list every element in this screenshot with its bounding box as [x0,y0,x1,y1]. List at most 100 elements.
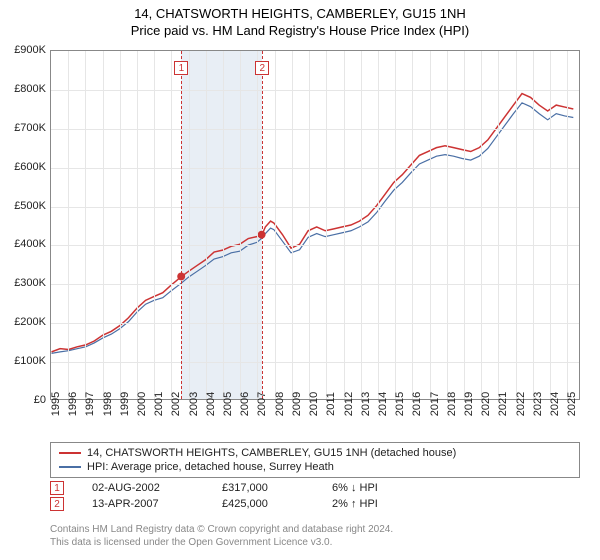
legend-label: HPI: Average price, detached house, Surr… [87,461,334,473]
y-tick-label: £0 [34,394,46,406]
attribution: Contains HM Land Registry data © Crown c… [50,524,580,549]
x-tick-label: 2022 [515,392,527,416]
x-tick-label: 2015 [394,392,406,416]
legend-swatch [59,452,81,454]
x-tick-label: 2009 [291,392,303,416]
x-gridline [171,51,172,399]
x-gridline [154,51,155,399]
x-tick-label: 1996 [67,392,79,416]
x-tick-label: 2000 [136,392,148,416]
x-gridline [481,51,482,399]
x-tick-label: 1999 [119,392,131,416]
y-tick-label: £200K [14,316,46,328]
legend-item: HPI: Average price, detached house, Surr… [59,460,571,474]
y-tick-label: £100K [14,355,46,367]
sale-marker-label: 1 [174,61,188,75]
x-gridline [567,51,568,399]
x-tick-label: 2002 [170,392,182,416]
x-tick-label: 2017 [429,392,441,416]
sale-price: £425,000 [222,498,322,510]
x-tick-label: 2019 [463,392,475,416]
chart-container: 14, CHATSWORTH HEIGHTS, CAMBERLEY, GU15 … [0,0,600,560]
x-tick-label: 2023 [532,392,544,416]
x-gridline [344,51,345,399]
sale-marker-label: 2 [255,61,269,75]
series-red [52,94,574,352]
y-tick-label: £900K [14,44,46,56]
sale-price: £317,000 [222,482,322,494]
sale-num-badge: 1 [50,481,64,495]
y-gridline [51,284,579,285]
y-tick-label: £500K [14,200,46,212]
x-gridline [189,51,190,399]
attribution-line: Contains HM Land Registry data © Crown c… [50,524,580,537]
y-gridline [51,245,579,246]
legend-item: 14, CHATSWORTH HEIGHTS, CAMBERLEY, GU15 … [59,446,571,460]
x-tick-label: 2018 [446,392,458,416]
x-tick-label: 2012 [343,392,355,416]
sales-table: 1 02-AUG-2002 £317,000 6% ↓ HPI 2 13-APR-2007… [50,480,580,512]
x-gridline [68,51,69,399]
x-gridline [361,51,362,399]
legend-label: 14, CHATSWORTH HEIGHTS, CAMBERLEY, GU15 … [87,447,456,459]
x-tick-label: 2010 [308,392,320,416]
x-gridline [447,51,448,399]
x-tick-label: 2006 [239,392,251,416]
x-gridline [309,51,310,399]
y-gridline [51,207,579,208]
x-gridline [498,51,499,399]
x-gridline [326,51,327,399]
sale-num-badge: 2 [50,497,64,511]
y-gridline [51,90,579,91]
x-tick-label: 1998 [102,392,114,416]
x-gridline [533,51,534,399]
y-tick-label: £700K [14,122,46,134]
x-gridline [516,51,517,399]
y-tick-label: £300K [14,277,46,289]
x-gridline [120,51,121,399]
x-gridline [464,51,465,399]
sale-diff: 6% ↓ HPI [332,482,378,494]
y-gridline [51,362,579,363]
x-tick-label: 2020 [480,392,492,416]
y-gridline [51,129,579,130]
x-gridline [378,51,379,399]
y-tick-label: £800K [14,83,46,95]
band-edge [262,51,263,399]
line-series-svg [51,51,579,399]
y-tick-label: £600K [14,161,46,173]
legend: 14, CHATSWORTH HEIGHTS, CAMBERLEY, GU15 … [50,442,580,478]
y-gridline [51,323,579,324]
sale-diff: 2% ↑ HPI [332,498,378,510]
x-tick-label: 2003 [188,392,200,416]
x-gridline [412,51,413,399]
x-gridline [85,51,86,399]
x-tick-label: 2021 [497,392,509,416]
x-tick-label: 1995 [50,392,62,416]
x-gridline [206,51,207,399]
chart-title: 14, CHATSWORTH HEIGHTS, CAMBERLEY, GU15 … [0,0,600,21]
x-gridline [223,51,224,399]
x-gridline [103,51,104,399]
x-gridline [430,51,431,399]
y-axis: £0£100K£200K£300K£400K£500K£600K£700K£80… [0,50,50,400]
x-gridline [550,51,551,399]
x-gridline [275,51,276,399]
x-tick-label: 1997 [84,392,96,416]
x-tick-label: 2001 [153,392,165,416]
chart-subtitle: Price paid vs. HM Land Registry's House … [0,21,600,44]
x-tick-label: 2014 [377,392,389,416]
sale-date: 02-AUG-2002 [92,482,212,494]
legend-swatch [59,466,81,468]
y-tick-label: £400K [14,238,46,250]
x-gridline [292,51,293,399]
x-tick-label: 2004 [205,392,217,416]
x-tick-label: 2016 [411,392,423,416]
x-tick-label: 2025 [566,392,578,416]
x-tick-label: 2013 [360,392,372,416]
x-gridline [257,51,258,399]
x-tick-label: 2007 [256,392,268,416]
sale-date: 13-APR-2007 [92,498,212,510]
x-tick-label: 2008 [274,392,286,416]
x-tick-label: 2024 [549,392,561,416]
